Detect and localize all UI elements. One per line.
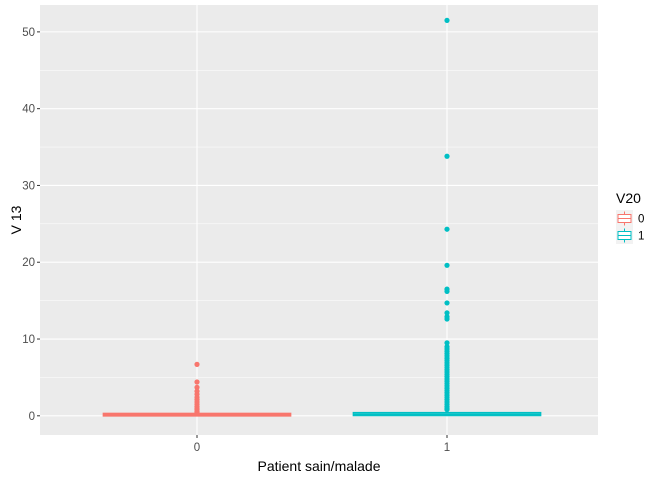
y-tick-label: 30: [22, 180, 35, 192]
legend-key-1: 1: [616, 227, 644, 244]
outlier-point: [194, 384, 200, 390]
legend-label: 0: [638, 214, 644, 226]
panel-background: [40, 5, 598, 435]
legend-label: 1: [638, 231, 644, 243]
box-layer: [102, 17, 542, 417]
outlier-point: [444, 316, 450, 322]
outlier-point: [444, 300, 450, 306]
outlier-point: [444, 153, 450, 159]
y-axis-title: V 13: [8, 205, 24, 234]
legend-title: V20: [616, 190, 641, 206]
y-tick-label: 10: [22, 334, 35, 346]
outlier-point: [444, 226, 450, 232]
outlier-point: [444, 407, 450, 413]
y-tick-label: 50: [22, 27, 35, 39]
y-tick-label: 20: [22, 257, 35, 269]
outlier-point: [444, 288, 450, 295]
x-axis-title: Patient sain/malade: [258, 458, 381, 474]
x-tick-label: 1: [444, 442, 450, 454]
outlier-point: [444, 17, 450, 23]
legend-key-0: 0: [616, 210, 644, 227]
outlier-point: [194, 379, 200, 385]
box-group-0: [102, 361, 292, 417]
outlier-point: [194, 361, 200, 367]
legend: V20 01: [616, 190, 644, 244]
outlier-point: [194, 410, 200, 416]
legend-keys: 01: [616, 210, 644, 244]
box-group-1: [352, 17, 542, 417]
y-tick-label: 0: [29, 411, 35, 423]
x-tick-label: 0: [194, 442, 200, 454]
tick-layer: 0 10 20 30 40 50 0 1: [22, 27, 450, 454]
outlier-point: [444, 310, 450, 316]
y-tick-label: 40: [22, 104, 35, 116]
outlier-point: [444, 262, 450, 268]
outlier-point: [444, 340, 450, 346]
